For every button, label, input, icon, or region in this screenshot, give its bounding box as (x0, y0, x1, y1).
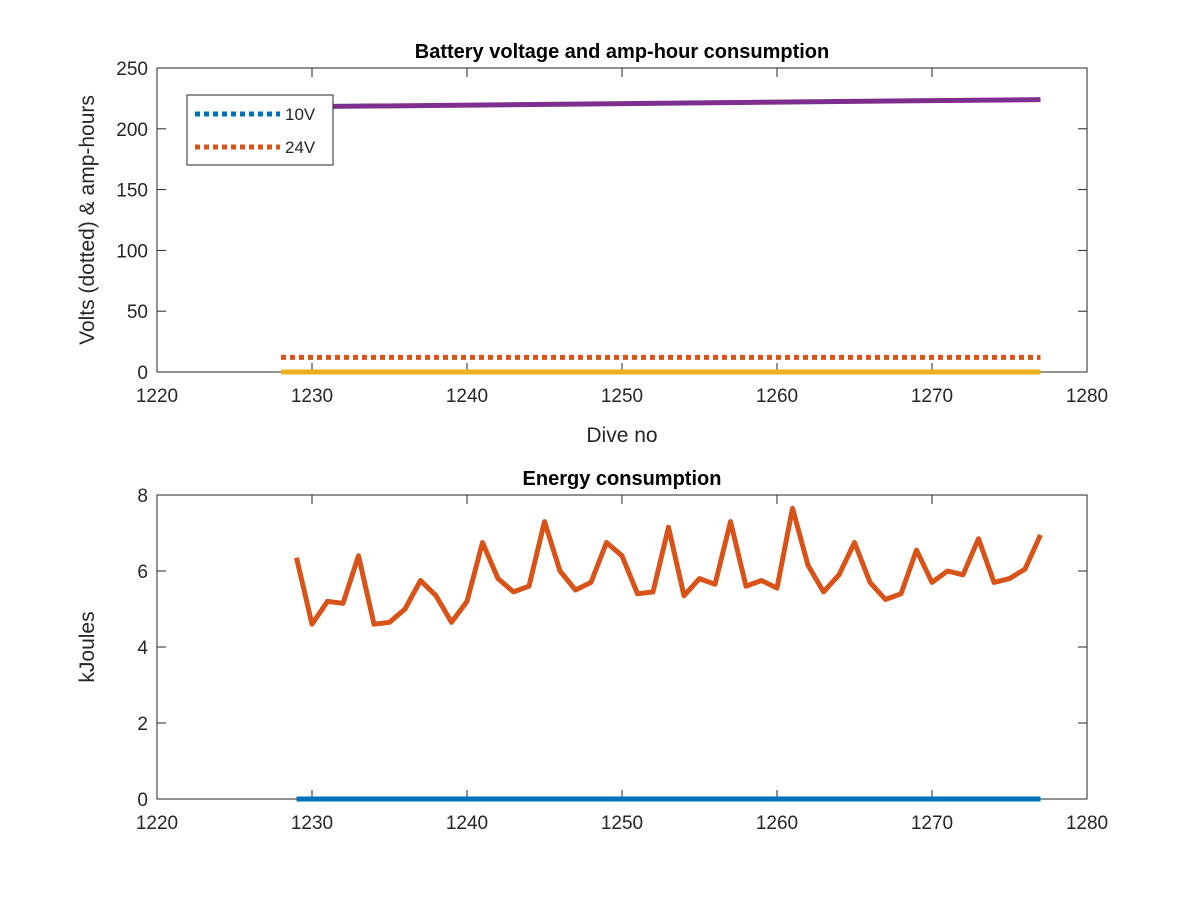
y-tick-label: 0 (137, 790, 148, 811)
y-tick-label: 4 (137, 638, 148, 659)
axes-box (156, 494, 1088, 800)
subplot-1: 1220 1230 1240 1250 1260 1270 1280 0 50 100 150 200… (76, 41, 1108, 447)
x-axis-label: Dive no (586, 424, 657, 447)
x-tick-label: 1230 (291, 813, 333, 834)
x-tick-label: 1240 (446, 813, 488, 834)
y-tick-label: 150 (116, 181, 148, 202)
x-tick-label: 1280 (1066, 386, 1108, 407)
legend-box (186, 94, 334, 166)
x-tick-label: 1260 (756, 386, 798, 407)
x-tick-label: 1270 (911, 386, 953, 407)
y-tick-label: 2 (137, 714, 148, 735)
y-tick-label: 8 (137, 486, 148, 507)
y-tick-label: 200 (116, 120, 148, 141)
x-tick-label: 1250 (601, 386, 643, 407)
legend-label: 10V (285, 105, 316, 124)
x-tick-label: 1220 (136, 813, 178, 834)
y-axis-label: Volts (dotted) & amp-hours (76, 95, 99, 345)
x-tick-label: 1270 (911, 813, 953, 834)
x-tick-label: 1260 (756, 813, 798, 834)
x-tick-label: 1250 (601, 813, 643, 834)
subplot-2: 1220 1230 1240 1250 1260 1270 1280 0 2 4 6 8 Energy … (76, 468, 1108, 834)
x-tick-label: 1230 (291, 386, 333, 407)
x-tick-label: 1240 (446, 386, 488, 407)
legend-label: 24V (285, 138, 316, 157)
legend-entry-2: 24V (195, 138, 316, 157)
x-tick-label: 1280 (1066, 813, 1108, 834)
y-tick-label: 50 (127, 302, 148, 323)
legend-entry-1: 10V (195, 105, 316, 124)
y-axis-label: kJoules (76, 611, 99, 682)
series-line-2 (294, 505, 1043, 627)
y-tick-label: 250 (116, 59, 148, 80)
y-tick-label: 6 (137, 562, 148, 583)
x-tick-label: 1220 (136, 386, 178, 407)
y-tick-label: 100 (116, 241, 148, 262)
chart-title: Energy consumption (523, 468, 722, 490)
chart-title: Battery voltage and amp-hour consumption (415, 41, 829, 63)
series-line-4 (280, 97, 1041, 110)
y-tick-label: 0 (137, 363, 148, 384)
legend: 10V 24V (186, 94, 334, 166)
